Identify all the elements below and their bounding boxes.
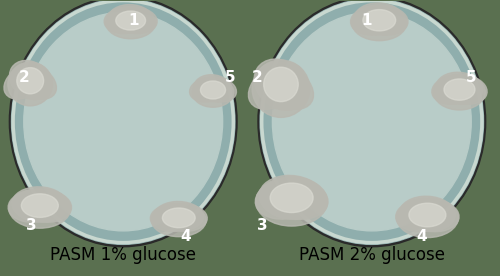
- Ellipse shape: [200, 81, 226, 99]
- Ellipse shape: [160, 204, 208, 231]
- Ellipse shape: [354, 3, 404, 35]
- Ellipse shape: [108, 5, 153, 33]
- Ellipse shape: [8, 189, 62, 222]
- Ellipse shape: [396, 198, 458, 238]
- Ellipse shape: [256, 178, 318, 219]
- Ellipse shape: [12, 187, 68, 222]
- Text: PASM 1% glucose: PASM 1% glucose: [50, 246, 196, 264]
- Ellipse shape: [104, 7, 147, 33]
- Ellipse shape: [265, 178, 328, 219]
- Ellipse shape: [248, 63, 304, 109]
- Ellipse shape: [363, 10, 396, 31]
- Ellipse shape: [162, 208, 195, 228]
- Ellipse shape: [24, 12, 222, 231]
- Text: PASM 2% glucose: PASM 2% glucose: [299, 246, 445, 264]
- Ellipse shape: [106, 7, 156, 39]
- Text: 4: 4: [416, 229, 427, 244]
- Ellipse shape: [190, 77, 226, 102]
- Ellipse shape: [350, 5, 398, 35]
- Ellipse shape: [264, 67, 298, 102]
- Ellipse shape: [434, 75, 486, 110]
- Ellipse shape: [406, 199, 459, 232]
- Text: 3: 3: [257, 218, 268, 233]
- Ellipse shape: [272, 12, 471, 231]
- Ellipse shape: [444, 79, 475, 100]
- Ellipse shape: [14, 63, 56, 99]
- Ellipse shape: [252, 60, 310, 117]
- Ellipse shape: [4, 63, 46, 99]
- Text: 2: 2: [252, 70, 263, 85]
- Text: 5: 5: [466, 70, 476, 85]
- Ellipse shape: [259, 175, 324, 219]
- Ellipse shape: [396, 199, 449, 232]
- Ellipse shape: [270, 183, 313, 213]
- Text: 1: 1: [362, 13, 372, 28]
- Ellipse shape: [116, 11, 146, 30]
- Ellipse shape: [352, 5, 406, 41]
- Text: 1: 1: [128, 13, 138, 28]
- Ellipse shape: [409, 203, 446, 227]
- Text: 4: 4: [180, 229, 190, 244]
- Ellipse shape: [18, 189, 72, 222]
- Ellipse shape: [400, 196, 456, 232]
- Ellipse shape: [150, 204, 198, 231]
- Ellipse shape: [258, 0, 486, 247]
- Text: 2: 2: [18, 70, 29, 85]
- Ellipse shape: [10, 60, 51, 99]
- Text: 5: 5: [225, 70, 235, 85]
- Ellipse shape: [154, 201, 204, 231]
- Ellipse shape: [12, 0, 235, 244]
- Ellipse shape: [258, 63, 314, 109]
- Ellipse shape: [114, 7, 157, 33]
- Ellipse shape: [432, 75, 477, 104]
- Ellipse shape: [256, 177, 328, 226]
- Ellipse shape: [8, 62, 52, 106]
- Ellipse shape: [152, 204, 206, 237]
- Ellipse shape: [192, 77, 234, 107]
- Ellipse shape: [200, 77, 236, 102]
- Ellipse shape: [10, 0, 237, 247]
- Ellipse shape: [194, 75, 232, 102]
- Ellipse shape: [254, 59, 308, 110]
- Ellipse shape: [17, 68, 44, 94]
- Ellipse shape: [442, 75, 487, 104]
- Ellipse shape: [260, 0, 484, 244]
- Ellipse shape: [360, 5, 408, 35]
- Ellipse shape: [9, 189, 70, 228]
- Ellipse shape: [436, 72, 483, 104]
- Ellipse shape: [22, 194, 59, 217]
- Text: 3: 3: [26, 218, 36, 233]
